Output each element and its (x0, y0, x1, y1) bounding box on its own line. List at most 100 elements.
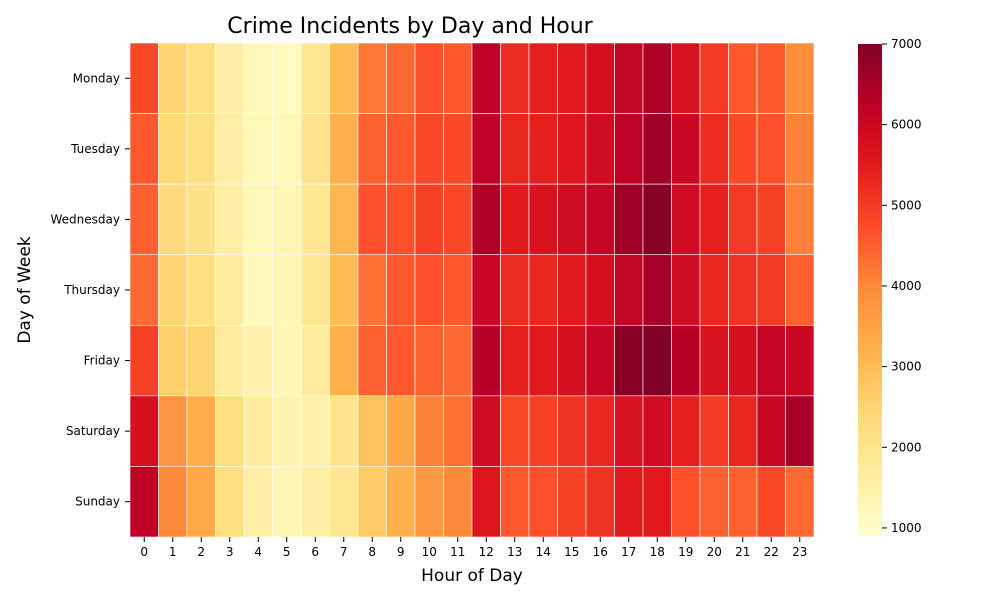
heatmap-cell (557, 113, 587, 185)
heatmap-cell (500, 395, 530, 467)
colorbar-ticks: 1000 2000 3000 4000 5000 6000 7000 (882, 37, 922, 535)
heatmap-cell (129, 183, 159, 256)
x-tick-label: 21 (735, 545, 750, 559)
heatmap-cell (386, 254, 416, 326)
heatmap-cell (386, 395, 416, 467)
heatmap-cell (272, 324, 302, 397)
heatmap-cell (756, 395, 786, 467)
heatmap-cell (471, 183, 501, 256)
heatmap-cell (756, 113, 786, 185)
heatmap-cell (300, 466, 330, 538)
colorbar (858, 44, 882, 536)
y-tick-label: Sunday (75, 495, 120, 509)
colorbar-tick-label: 5000 (891, 198, 922, 212)
heatmap-cell (756, 42, 786, 114)
heatmap-cell (614, 113, 644, 185)
heatmap-cell (186, 183, 216, 256)
heatmap-cell (414, 42, 444, 114)
heatmap-cell (528, 324, 558, 397)
heatmap-cell (443, 42, 473, 114)
x-tick-label: 1 (169, 545, 177, 559)
heatmap-cell (414, 324, 444, 397)
heatmap-cell (386, 466, 416, 538)
heatmap-cell (671, 254, 701, 326)
heatmap-cell (215, 42, 245, 114)
heatmap-cell (215, 254, 245, 326)
heatmap-cell (500, 42, 530, 114)
x-tick-label: 19 (678, 545, 693, 559)
heatmap-cell (785, 183, 815, 256)
heatmap-cell (500, 113, 530, 185)
heatmap-cell (443, 183, 473, 256)
heatmap-cell (528, 254, 558, 326)
heatmap-cell (557, 466, 587, 538)
heatmap-cell (443, 466, 473, 538)
heatmap-cell (272, 395, 302, 467)
heatmap-cell (756, 466, 786, 538)
heatmap-cell (585, 42, 615, 114)
heatmap-cell (329, 254, 359, 326)
heatmap-cell (614, 254, 644, 326)
heatmap-cell (699, 113, 729, 185)
heatmap-cell (500, 183, 530, 256)
heatmap-cell (756, 324, 786, 397)
heatmap-cell (386, 324, 416, 397)
x-tick-label: 8 (368, 545, 376, 559)
heatmap-cell (585, 395, 615, 467)
chart-title: Crime Incidents by Day and Hour (227, 14, 593, 39)
heatmap-cell (728, 42, 758, 114)
heatmap-cell (557, 254, 587, 326)
heatmap-cell (728, 395, 758, 467)
heatmap-cell (728, 254, 758, 326)
heatmap-cell (272, 254, 302, 326)
heatmap-cell (557, 42, 587, 114)
heatmap-cell (272, 42, 302, 114)
x-tick-label: 18 (650, 545, 665, 559)
heatmap-cell (699, 466, 729, 538)
heatmap-cell (215, 113, 245, 185)
heatmap-cell (471, 395, 501, 467)
heatmap-cell (158, 254, 188, 326)
y-tick-label: Monday (73, 71, 120, 85)
heatmap-cell (585, 183, 615, 256)
heatmap-cell (500, 466, 530, 538)
heatmap-cell (671, 466, 701, 538)
heatmap-cell (300, 42, 330, 114)
x-tick-label: 0 (140, 545, 148, 559)
heatmap-cell (785, 42, 815, 114)
y-tick-label: Thursday (63, 283, 120, 297)
heatmap-cell (243, 42, 273, 114)
heatmap-cell (785, 113, 815, 185)
heatmap-cell (642, 113, 672, 185)
heatmap-cell (614, 324, 644, 397)
heatmap-cell (243, 254, 273, 326)
heatmap-cell (557, 324, 587, 397)
heatmap-cell (671, 324, 701, 397)
y-axis-label: Day of Week (15, 236, 35, 343)
heatmap-cell (357, 324, 387, 397)
heatmap-cell (443, 324, 473, 397)
heatmap-cell (614, 42, 644, 114)
heatmap-cell (756, 254, 786, 326)
heatmap-cell (671, 113, 701, 185)
heatmap-cell (528, 42, 558, 114)
colorbar-tick-label: 6000 (891, 118, 922, 132)
heatmap-cell (500, 254, 530, 326)
heatmap-cell (528, 183, 558, 256)
heatmap-cell (585, 466, 615, 538)
heatmap-cell (414, 254, 444, 326)
heatmap-cell (357, 183, 387, 256)
x-tick-label: 14 (536, 545, 551, 559)
heatmap-cell (158, 395, 188, 467)
heatmap-cell (215, 324, 245, 397)
heatmap-cell (585, 254, 615, 326)
heatmap-cell (614, 183, 644, 256)
heatmap-cell (614, 466, 644, 538)
heatmap-cell (186, 466, 216, 538)
heatmap-cell (300, 395, 330, 467)
heatmap-cell (186, 324, 216, 397)
heatmap-cell (329, 113, 359, 185)
heatmap-cell (699, 395, 729, 467)
heatmap-cell (215, 395, 245, 467)
x-tick-label: 5 (283, 545, 291, 559)
